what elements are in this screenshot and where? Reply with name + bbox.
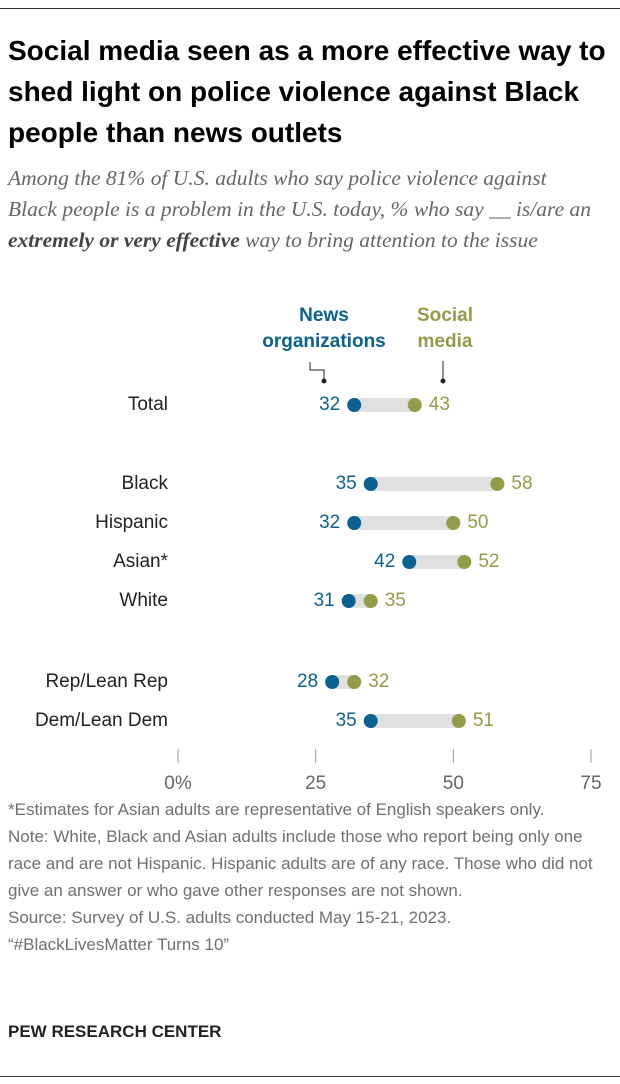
category-label: Asian* [113, 551, 169, 572]
legend-pointer-dot [440, 378, 446, 384]
value-label: 35 [336, 710, 357, 731]
x-tick-label: 75 [580, 773, 601, 794]
category-label: Dem/Lean Dem [35, 710, 168, 731]
dot [363, 594, 378, 608]
dot [457, 555, 472, 569]
value-label: 42 [374, 551, 395, 572]
value-label: 51 [473, 710, 494, 731]
dot [402, 555, 417, 569]
x-tick-label: 25 [305, 773, 326, 794]
dot [407, 398, 422, 412]
notes: *Estimates for Asian adults are represen… [8, 796, 613, 958]
legend-label: Social media [417, 305, 473, 352]
category-label: Hispanic [95, 512, 168, 533]
value-label: 58 [511, 473, 532, 494]
value-label: 43 [429, 394, 450, 415]
dot [341, 594, 356, 608]
dot [347, 398, 362, 412]
subtitle-emphasis: extremely or very effective [8, 228, 240, 252]
note: Note: White, Black and Asian adults incl… [8, 827, 593, 900]
subtitle-text: way to bring attention to the issue [239, 228, 538, 252]
dot [347, 675, 362, 689]
dot [446, 516, 461, 530]
x-tick-label: 50 [443, 773, 464, 794]
dot [363, 477, 378, 491]
x-tick-label: 0% [164, 773, 192, 794]
note: *Estimates for Asian adults are represen… [8, 800, 545, 819]
footer: PEW RESEARCH CENTER [8, 1022, 222, 1041]
value-label: 35 [336, 473, 357, 494]
dot [490, 477, 505, 491]
source: Source: Survey of U.S. adults conducted … [8, 908, 452, 927]
legend-pointer-dot [321, 378, 327, 384]
value-label: 32 [319, 512, 340, 533]
dot [325, 675, 340, 689]
category-label: Total [128, 394, 168, 415]
dot [451, 714, 466, 728]
value-label: 32 [368, 671, 389, 692]
category-label: Rep/Lean Rep [45, 671, 168, 692]
source: “#BlackLivesMatter Turns 10” [8, 935, 230, 954]
dot [347, 516, 362, 530]
legend-label: News organizations [262, 305, 386, 352]
value-label: 28 [297, 671, 318, 692]
value-label: 31 [314, 590, 335, 611]
value-label: 52 [478, 551, 499, 572]
value-label: 50 [467, 512, 488, 533]
chart-title: Social media seen as a more effective wa… [8, 35, 606, 148]
subtitle: Among the 81% of U.S. adults who say pol… [8, 163, 598, 256]
value-label: 35 [385, 590, 406, 611]
dot [363, 714, 378, 728]
legend-pointer [309, 362, 325, 381]
category-label: Black [122, 473, 169, 494]
category-label: White [119, 590, 168, 611]
value-label: 32 [319, 394, 340, 415]
subtitle-text: Among the 81% of U.S. adults who say pol… [8, 166, 592, 221]
